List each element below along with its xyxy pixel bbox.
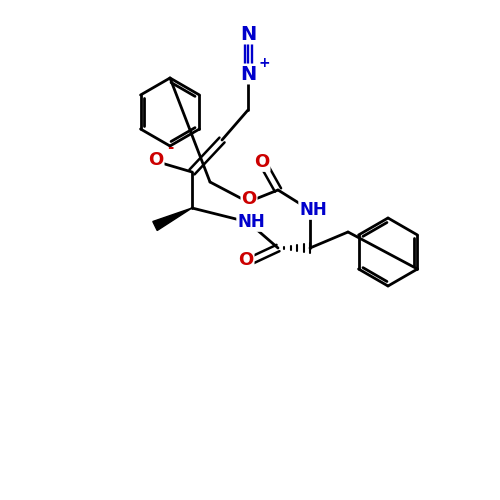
Text: O: O bbox=[148, 151, 164, 169]
Text: O: O bbox=[238, 251, 254, 269]
Text: NH: NH bbox=[237, 213, 265, 231]
Text: O: O bbox=[242, 190, 256, 208]
Text: N: N bbox=[240, 64, 256, 84]
Text: +: + bbox=[259, 56, 270, 70]
Text: O: O bbox=[254, 153, 270, 171]
Text: -: - bbox=[167, 140, 173, 155]
Polygon shape bbox=[153, 208, 192, 231]
Text: N: N bbox=[240, 24, 256, 44]
Text: NH: NH bbox=[299, 201, 327, 219]
